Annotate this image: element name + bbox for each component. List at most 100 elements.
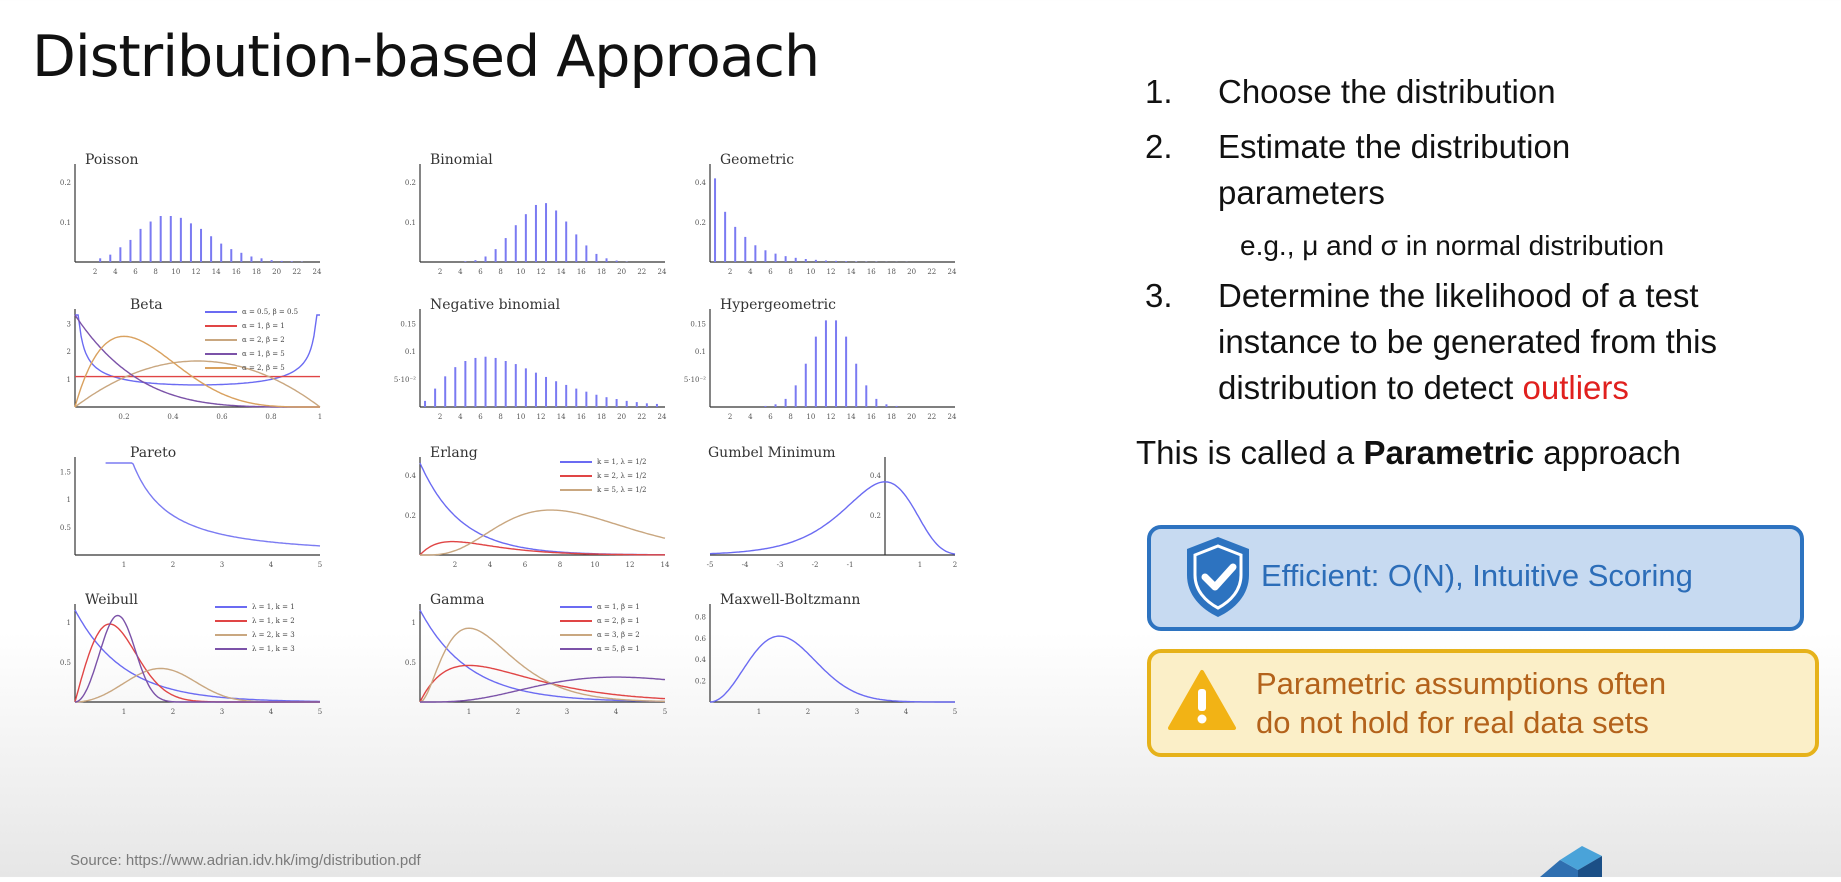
x-tick-label: 1: [757, 708, 761, 716]
x-tick-label: 8: [788, 268, 792, 276]
x-tick-label: 10: [806, 268, 815, 276]
chart-beta: 0.2 0.4 0.6 0.8 1 1 2 3 Beta α = 0.5, β = 0.5 α = …: [55, 297, 370, 470]
x-tick-label: 24: [948, 413, 957, 421]
chart-maxwell-boltzmann: 1 2 3 4 5 0.2 0.4 0.6 0.8 Maxwell-Boltzmann: [690, 592, 1005, 765]
shield-check-icon: [1181, 533, 1255, 626]
chart-legend: k = 1, λ = 1/2 k = 2, λ = 1/2 k = 5, λ = 1…: [560, 455, 646, 497]
x-tick-label: 5: [953, 708, 957, 716]
x-tick-label: 24: [658, 268, 667, 276]
x-tick-label: 3: [855, 708, 859, 716]
y-tick-label: 0.15: [400, 320, 416, 328]
x-tick-label: 22: [927, 268, 936, 276]
legend-label: α = 0.5, β = 0.5: [242, 308, 299, 316]
chart-svg: 2 4 6 8 10 12 14 16 18 20 22 245·10⁻²0.10.15: [684, 309, 957, 421]
x-tick-label: 2: [93, 268, 97, 276]
x-tick-label: 5: [318, 561, 322, 569]
x-tick-label: 0.6: [216, 413, 228, 421]
y-tick-label: 1: [67, 619, 71, 627]
y-tick-label: 0.2: [405, 179, 416, 187]
legend-entry: α = 5, β = 1: [560, 642, 640, 656]
x-tick-label: 24: [948, 268, 957, 276]
x-tick-label: 1: [318, 413, 322, 421]
chart-title: Pareto: [130, 445, 177, 461]
x-tick-label: 20: [907, 268, 916, 276]
chart-binomial: 2 4 6 8 10 12 14 16 18 20 22 24 0.1 0.2 Binomial: [400, 152, 715, 325]
chart-svg: -5 -4 -3 -2 -1 1 2 0.2 0.4: [707, 457, 957, 569]
legend-swatch: [560, 461, 592, 463]
y-tick-label: 0.2: [60, 179, 71, 187]
legend-swatch: [205, 311, 237, 313]
x-tick-label: 12: [626, 561, 635, 569]
x-tick-label: 20: [617, 268, 626, 276]
x-tick-label: 20: [617, 413, 626, 421]
y-tick-label: 0.8: [695, 613, 706, 621]
legend-swatch: [560, 620, 592, 622]
x-tick-label: 4: [488, 561, 493, 569]
legend-label: k = 1, λ = 1/2: [597, 458, 647, 466]
chart-erlang: 2 4 6 8 10 12 14 0.2 0.4 Erlang k = 1, λ = 1/2 k = …: [400, 445, 715, 618]
x-tick-label: 3: [565, 708, 569, 716]
series-line: [420, 509, 666, 556]
y-tick-label: 1.5: [60, 468, 71, 476]
y-tick-label: 0.15: [690, 320, 706, 328]
series-line: [419, 609, 665, 703]
pro-card-text: Efficient: O(N), Intuitive Scoring: [1261, 558, 1693, 593]
chart-svg: 2 4 6 8 10 12 14 0.2 0.4: [405, 457, 670, 569]
x-tick-label: 10: [806, 413, 815, 421]
x-tick-label: 1: [122, 561, 126, 569]
legend-swatch: [215, 634, 247, 636]
legend-label: α = 1, β = 5: [242, 350, 285, 358]
y-tick-label: 0.1: [695, 348, 706, 356]
legend-label: α = 2, β = 1: [597, 617, 640, 625]
x-tick-label: 10: [591, 561, 600, 569]
x-tick-label: 12: [827, 413, 836, 421]
legend-label: k = 2, λ = 1/2: [597, 472, 647, 480]
legend-entry: α = 1, β = 1: [205, 319, 298, 333]
y-tick-label: 0.1: [405, 348, 416, 356]
x-tick-label: 2: [516, 708, 520, 716]
step-number: 2.: [1145, 128, 1173, 165]
chart-legend: α = 1, β = 1 α = 2, β = 1 α = 3, β = 2 α = …: [560, 600, 640, 656]
pro-card: Efficient: O(N), Intuitive Scoring: [1147, 525, 1804, 631]
legend-entry: α = 2, β = 2: [205, 333, 298, 347]
y-tick-label: 1: [67, 496, 71, 504]
x-tick-label: 6: [478, 268, 483, 276]
x-tick-label: 14: [847, 413, 856, 421]
y-tick-label: 1: [67, 376, 71, 384]
x-tick-label: 22: [927, 413, 936, 421]
legend-swatch: [215, 606, 247, 608]
x-tick-label: 12: [827, 268, 836, 276]
chart-svg: 2 4 6 8 10 12 14 16 18 20 22 240.10.2: [405, 164, 667, 276]
x-tick-label: 10: [516, 268, 525, 276]
x-tick-label: 18: [597, 413, 606, 421]
series-line: [105, 462, 321, 547]
legend-label: α = 2, β = 5: [242, 364, 285, 372]
x-tick-label: 4: [458, 268, 463, 276]
chart-title: Maxwell-Boltzmann: [720, 592, 861, 608]
step-sub-text: e.g., μ and σ in normal distribution: [1240, 230, 1665, 261]
x-tick-label: 2: [806, 708, 810, 716]
chart-poisson: 2 4 6 8 10 12 14 16 18 20 22 24 0.1 0.2 Poisson: [55, 152, 370, 325]
x-tick-label: 5: [663, 708, 667, 716]
series-line: [74, 360, 321, 408]
series-line: [419, 627, 666, 703]
y-tick-label: 0.6: [695, 635, 707, 643]
x-tick-label: 8: [788, 413, 792, 421]
chart-svg: 2 4 6 8 10 12 14 16 18 20 22 240.10.2: [60, 164, 322, 276]
series-line: [419, 540, 665, 556]
y-tick-label: 2: [67, 348, 71, 356]
chart-title: Binomial: [430, 152, 493, 168]
legend-swatch: [205, 325, 237, 327]
x-tick-label: 8: [558, 561, 562, 569]
x-tick-label: 24: [658, 413, 667, 421]
x-tick-label: 10: [171, 268, 180, 276]
series-line: [709, 481, 956, 555]
parametric-statement: This is called a Parametric approach: [1136, 430, 1681, 476]
x-tick-label: 2: [438, 413, 442, 421]
x-tick-label: 0.2: [118, 413, 129, 421]
x-tick-label: 18: [887, 413, 896, 421]
legend-entry: k = 5, λ = 1/2: [560, 483, 646, 497]
chart-legend: α = 0.5, β = 0.5 α = 1, β = 1 α = 2, β = 2…: [205, 305, 298, 375]
y-tick-label: 0.2: [695, 678, 706, 686]
chart-title: Geometric: [720, 152, 795, 168]
